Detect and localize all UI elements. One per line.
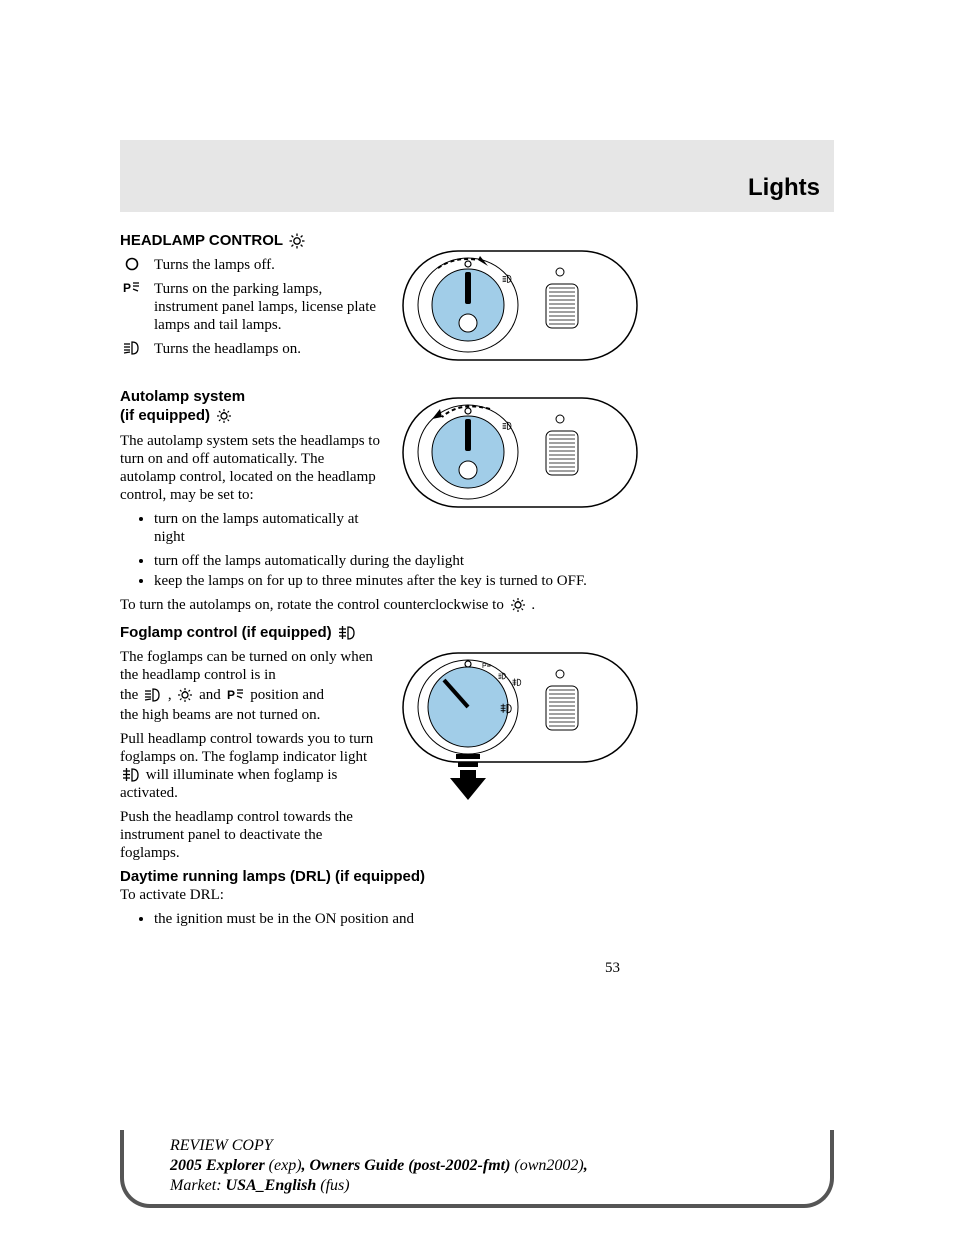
footer-comma1: , [302, 1157, 310, 1174]
autolamp-title-line1: Autolamp system [120, 388, 245, 407]
footer-market-lbl: Market: [170, 1177, 226, 1194]
foglamp-p2b: will illuminate when foglamp is activate… [120, 767, 337, 801]
off-circle-icon [124, 256, 140, 272]
headlamp-control-title: HEADLAMP CONTROL [120, 232, 283, 250]
sun-icon [289, 233, 305, 249]
drl-bullets: the ignition must be in the ON position … [154, 910, 624, 928]
foglamp-p2a: Pull headlamp control towards you to tur… [120, 731, 373, 765]
footer-review: REVIEW COPY [170, 1136, 806, 1156]
footer-own: (own2002) [510, 1157, 583, 1174]
foglamp-p2: Pull headlamp control towards you to tur… [120, 730, 380, 802]
foglamp-p1c: , [168, 687, 176, 703]
page-container: Lights HEADLAMP CONTROL Turns the lamps … [120, 140, 834, 928]
autolamp-bullet-1: turn on the lamps automatically at night [154, 510, 384, 546]
drl-title: Daytime running lamps (DRL) (if equipped… [120, 868, 425, 885]
footer-line2: 2005 Explorer (exp), Owners Guide (post-… [170, 1156, 806, 1176]
parking-lamp-icon [123, 280, 141, 296]
headlamp-on-text: Turns the headlamps on. [154, 340, 301, 358]
headlamp-on-line: Turns the headlamps on. [120, 340, 380, 358]
footer-exp: (exp) [265, 1157, 302, 1174]
parking-lamp-line: Turns on the parking lamps, instrument p… [120, 280, 380, 334]
autolamp-bullets-wide: turn off the lamps automatically during … [154, 552, 624, 590]
page-title: Lights [748, 174, 820, 202]
foglamp-p1e: position and [250, 687, 324, 703]
autolamp-turnon-pre: To turn the autolamps on, rotate the con… [120, 597, 508, 613]
parking-lamp-icon [227, 687, 245, 703]
autolamp-bullet-2: turn off the lamps automatically during … [154, 552, 624, 570]
lamp-off-line: Turns the lamps off. [120, 256, 380, 274]
footer-comma2: , [584, 1157, 588, 1174]
autolamp-para: The autolamp system sets the headlamps t… [120, 432, 380, 504]
autolamp-bullets: turn on the lamps automatically at night [154, 510, 384, 546]
autolamp-turn-on: To turn the autolamps on, rotate the con… [120, 596, 620, 614]
foglamp-heading: Foglamp control (if equipped) [120, 624, 620, 642]
footer-fus: (fus) [316, 1177, 349, 1194]
autolamp-bullet-3: keep the lamps on for up to three minute… [154, 572, 624, 590]
foglamp-icon [338, 625, 356, 641]
headlamp-icon [123, 340, 141, 356]
autolamp-turnon-post: . [531, 597, 535, 613]
foglamp-p1d: and [199, 687, 224, 703]
autolamp-title-line2: (if equipped) [120, 407, 210, 426]
foglamp-p3: Push the headlamp control towards the in… [120, 808, 380, 862]
autolamp-icon [510, 597, 526, 613]
footer-guide: Owners Guide (post-2002-fmt) [310, 1157, 511, 1174]
drl-block: Daytime running lamps (DRL) (if equipped… [120, 868, 620, 886]
footer-box: REVIEW COPY 2005 Explorer (exp), Owners … [120, 1130, 834, 1208]
foglamp-p1f: the high beams are not turned on. [120, 706, 380, 724]
foglamp-icon [122, 767, 140, 783]
svg-text:P≡: P≡ [482, 663, 491, 670]
footer-model: 2005 Explorer [170, 1157, 265, 1174]
foglamp-diagram: P≡ [400, 650, 650, 810]
foglamp-p1a: The foglamps can be turned on only when … [120, 648, 380, 684]
autolamp-icon [177, 687, 193, 703]
drl-intro: To activate DRL: [120, 886, 620, 904]
autolamp-icon [216, 408, 232, 424]
headlamp-diagram [400, 248, 650, 363]
parking-lamp-text: Turns on the parking lamps, instrument p… [154, 280, 380, 334]
autolamp-diagram [400, 395, 650, 510]
header-band: Lights [120, 140, 834, 212]
drl-bullet-1: the ignition must be in the ON position … [154, 910, 624, 928]
lamp-off-text: Turns the lamps off. [154, 256, 275, 274]
page-number: 53 [120, 960, 620, 977]
foglamp-p1-inline: the , and position and [120, 686, 380, 704]
foglamp-p1b: the [120, 687, 142, 703]
footer-market-val: USA_English [226, 1177, 317, 1194]
foglamp-title: Foglamp control (if equipped) [120, 624, 332, 642]
footer-line3: Market: USA_English (fus) [170, 1176, 806, 1196]
headlamp-icon [144, 687, 162, 703]
